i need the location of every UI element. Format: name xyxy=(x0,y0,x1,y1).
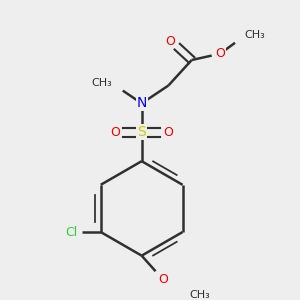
Text: O: O xyxy=(166,34,176,48)
Text: O: O xyxy=(216,47,226,60)
Text: S: S xyxy=(137,125,146,139)
Text: CH₃: CH₃ xyxy=(189,290,210,300)
Text: N: N xyxy=(136,96,147,110)
Text: O: O xyxy=(158,272,168,286)
Text: O: O xyxy=(164,126,173,139)
Text: Cl: Cl xyxy=(66,226,78,238)
Text: CH₃: CH₃ xyxy=(92,78,112,88)
Text: O: O xyxy=(110,126,120,139)
Text: CH₃: CH₃ xyxy=(244,30,265,40)
